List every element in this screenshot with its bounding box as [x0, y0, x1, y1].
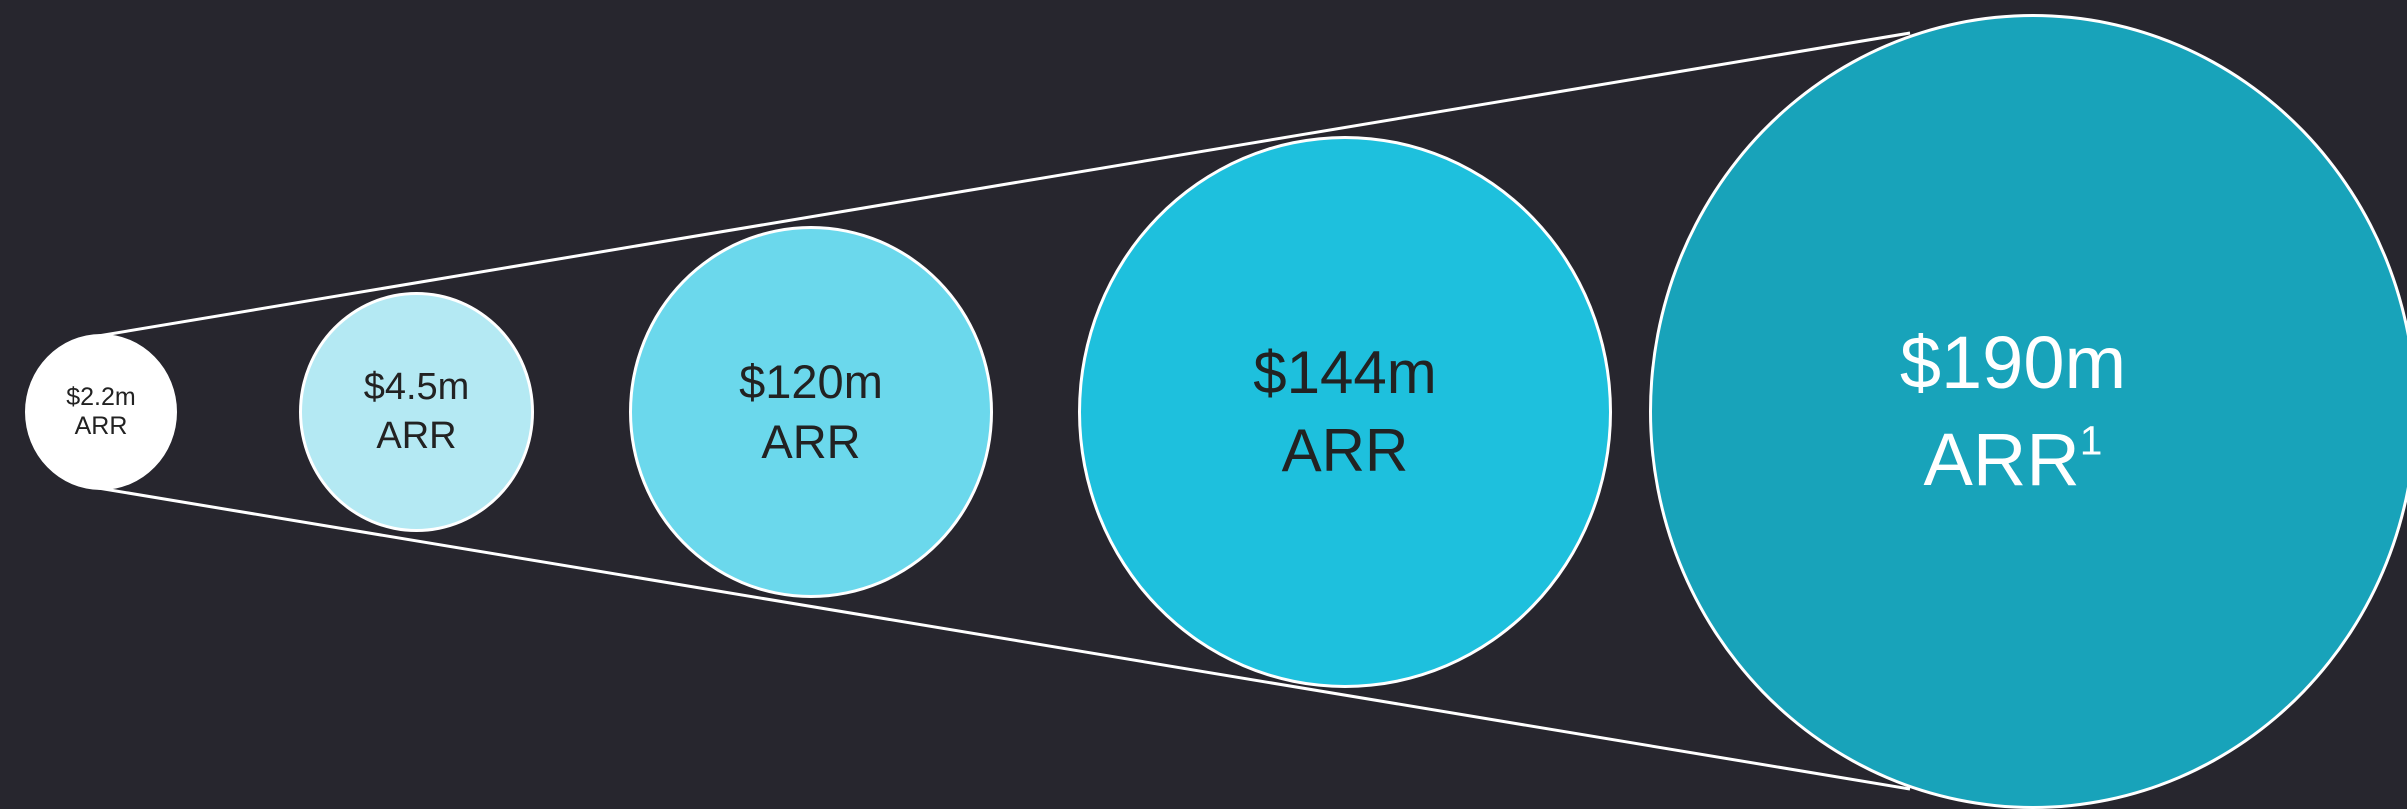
arr-amount: $190m	[1899, 321, 2127, 405]
arr-amount: $4.5m	[363, 365, 470, 408]
arr-label-with-footnote: ARR1	[1924, 412, 2103, 508]
arr-label: ARR	[376, 415, 457, 457]
arr-amount: $2.2m	[66, 383, 136, 412]
arr-bubble-stage-5: $190m ARR1	[1649, 14, 2407, 809]
arr-label: ARR	[761, 415, 861, 468]
arr-bubble-stage-4: $144m ARR	[1078, 136, 1612, 688]
arr-amount: $120m	[739, 354, 883, 408]
funnel-top-line	[97, 31, 1911, 338]
arr-amount: $144m	[1253, 339, 1437, 406]
arr-label: ARR	[74, 412, 128, 440]
footnote-marker: 1	[2079, 416, 2103, 463]
arr-label: ARR	[1281, 417, 1409, 484]
funnel-bottom-line	[97, 486, 1911, 791]
arr-bubble-stage-2: $4.5m ARR	[299, 292, 534, 532]
arr-bubble-stage-1: $2.2m ARR	[25, 334, 177, 490]
arr-bubble-stage-3: $120m ARR	[629, 226, 993, 598]
arr-label: ARR	[1923, 417, 2080, 501]
